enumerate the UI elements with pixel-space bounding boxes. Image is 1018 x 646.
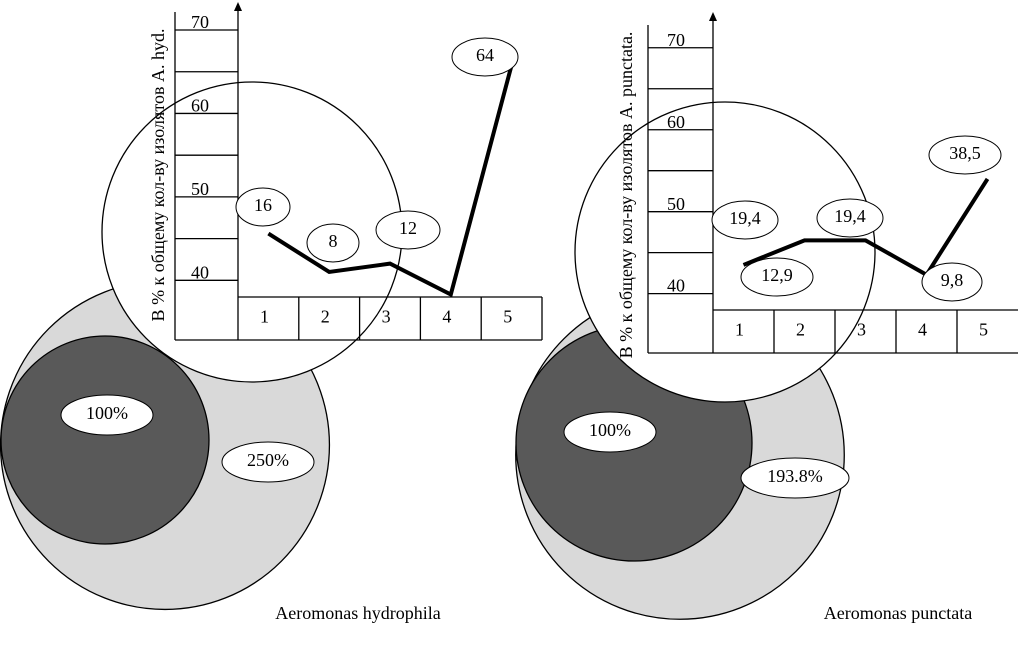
x-tick-label: 4 xyxy=(442,307,451,327)
annotation: 19,4 xyxy=(729,208,761,228)
circle-label: 193.8% xyxy=(767,466,823,486)
annotation: 12 xyxy=(399,218,417,238)
caption: Aeromonas punctata xyxy=(824,603,972,623)
y-axis-label: В % к общему кол-ву изолятов A. punctata… xyxy=(616,32,636,359)
annotation: 9,8 xyxy=(941,270,964,290)
axis-arrow xyxy=(709,12,717,21)
overlay-circle xyxy=(101,81,403,383)
area-circle xyxy=(0,335,210,545)
label-bubble xyxy=(711,200,779,240)
label-bubble xyxy=(740,257,814,297)
annotation: 8 xyxy=(329,231,338,251)
circle-label: 250% xyxy=(247,450,289,470)
label-bubble xyxy=(60,394,154,436)
x-tick-label: 3 xyxy=(857,320,866,340)
data-line xyxy=(742,177,990,278)
label-bubble xyxy=(451,37,519,77)
annotation: 12,9 xyxy=(761,265,793,285)
y-tick-label: 70 xyxy=(191,12,209,32)
y-tick-label: 60 xyxy=(191,96,209,116)
x-tick-label: 4 xyxy=(918,320,927,340)
annotation: 38,5 xyxy=(949,143,981,163)
y-axis-label: В % к общему кол-ву изолятов A. hyd. xyxy=(148,29,168,322)
annotation: 16 xyxy=(254,195,272,215)
x-tick-label: 2 xyxy=(796,320,805,340)
data-line xyxy=(267,64,514,298)
y-tick-label: 70 xyxy=(667,30,685,50)
y-tick-label: 50 xyxy=(667,194,685,214)
y-tick-label: 40 xyxy=(191,262,209,282)
annotation: 64 xyxy=(476,45,494,65)
label-bubble xyxy=(921,262,983,302)
y-tick-label: 60 xyxy=(667,112,685,132)
label-bubble xyxy=(221,441,315,483)
annotation: 19,4 xyxy=(834,206,866,226)
label-bubble xyxy=(375,210,441,250)
label-bubble xyxy=(928,135,1002,175)
label-bubble xyxy=(306,223,360,263)
x-tick-label: 2 xyxy=(321,307,330,327)
y-tick-label: 40 xyxy=(667,276,685,296)
x-tick-label: 1 xyxy=(735,320,744,340)
overlay-circle xyxy=(574,101,876,403)
x-tick-label: 1 xyxy=(260,307,269,327)
y-tick-label: 50 xyxy=(191,179,209,199)
label-bubble xyxy=(816,198,884,238)
label-bubble xyxy=(235,187,291,227)
label-bubble xyxy=(740,457,850,499)
label-bubble xyxy=(563,411,657,453)
x-tick-label: 5 xyxy=(979,320,988,340)
x-tick-label: 5 xyxy=(503,307,512,327)
circle-label: 100% xyxy=(86,403,128,423)
caption: Aeromonas hydrophila xyxy=(275,603,440,623)
circle-label: 100% xyxy=(589,420,631,440)
axis-arrow xyxy=(234,2,242,11)
x-tick-label: 3 xyxy=(382,307,391,327)
